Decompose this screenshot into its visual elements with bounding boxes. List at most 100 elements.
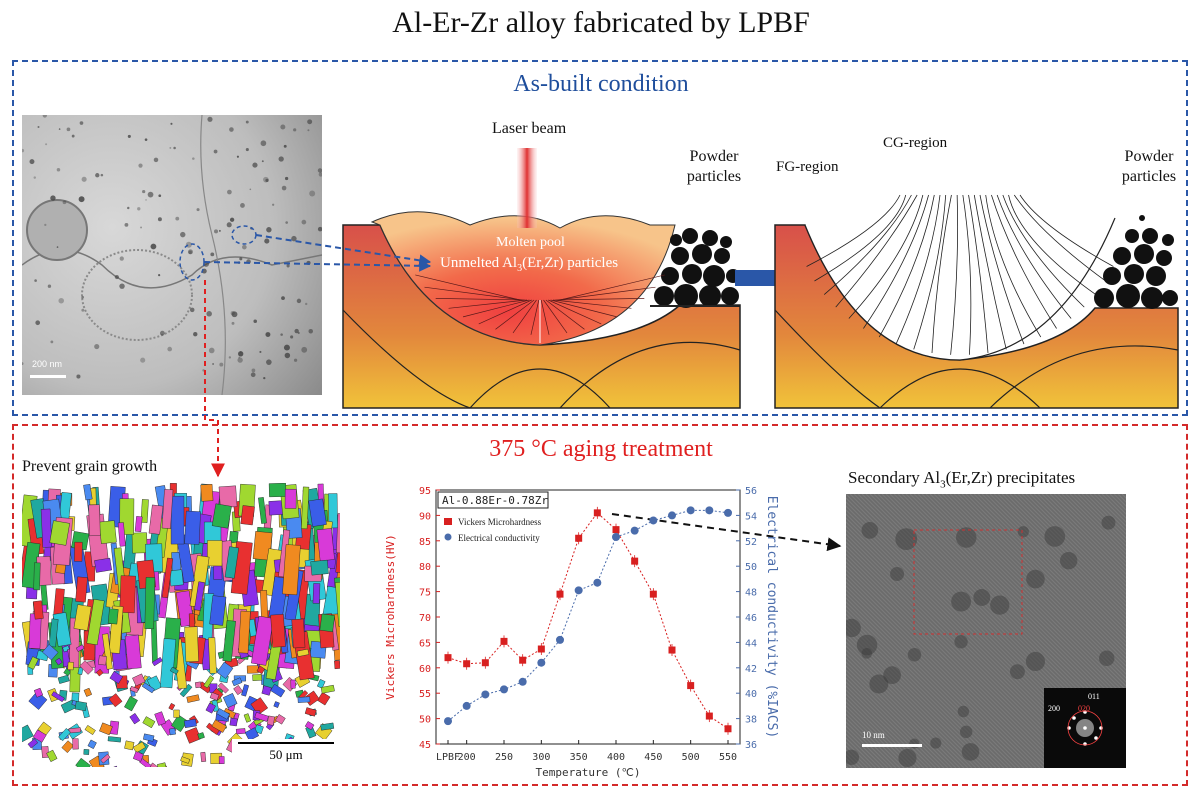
x-tick-label: 450 [644, 752, 662, 763]
hrtem-scale-label: 10 nm [862, 730, 885, 740]
hv-point [612, 526, 620, 534]
left-axis-label: Vickers Microhardness(HV) [384, 534, 397, 700]
fft-label-011: 011 [1088, 692, 1100, 701]
chart-title: Al-0.88Er-0.78Zr [442, 494, 548, 507]
melt-pool-schematic [342, 148, 741, 409]
powder-label-left: Powder particles [686, 148, 742, 185]
x-tick-label: 250 [495, 752, 513, 763]
hv-point [593, 509, 601, 517]
as-built-panel [12, 60, 1188, 416]
hardness-conductivity-chart: 45 50 55 60 65 70 75 80 85 90 95 36 38 40 42 44 46 48 50 52… [384, 486, 778, 779]
hv-point [705, 712, 713, 720]
chart-title-box [437, 491, 549, 509]
ec-point [444, 717, 452, 726]
left-tick-label: 80 [419, 562, 431, 573]
right-axis-label: Electrical conductivity (%IACS) [764, 496, 778, 739]
ebsd-scale-label: 50 μm [269, 747, 303, 762]
x-tick-label: 300 [532, 752, 550, 763]
left-tick-label: 45 [419, 740, 431, 751]
ec-point [556, 635, 564, 644]
right-tick-label: 48 [745, 588, 757, 599]
hv-point [519, 656, 527, 664]
hv-point [668, 646, 676, 654]
right-tick-label: 38 [745, 715, 757, 726]
right-tick-label: 42 [745, 664, 757, 675]
ec-point [462, 701, 471, 710]
hv-point [649, 590, 657, 598]
chart-frame [435, 489, 741, 745]
right-tick-label: 54 [745, 511, 757, 522]
ec-point [537, 658, 546, 667]
aging-heading: 375 °C aging treatment [489, 436, 713, 462]
unmelted-particles-label: Unmelted Al3(Er,Zr) particles [440, 255, 619, 274]
x-tick-label: 350 [570, 752, 588, 763]
left-tick-label: 85 [419, 537, 431, 548]
ec-point [518, 677, 527, 686]
right-tick-label: 52 [745, 537, 757, 548]
right-tick-label: 46 [745, 613, 757, 624]
ec-point [574, 586, 583, 595]
left-tick-label: 55 [419, 689, 431, 700]
left-tick-label: 75 [419, 588, 431, 599]
hv-point [724, 725, 732, 733]
hv-point [444, 654, 452, 662]
cg-region-label: CG-region [883, 135, 948, 151]
hv-point [631, 557, 639, 565]
fft-label-200: 200 [1048, 704, 1060, 713]
ec-point [630, 526, 639, 535]
left-tick-label: 70 [419, 613, 431, 624]
left-tick-label: 95 [419, 486, 431, 497]
ec-line [447, 509, 729, 722]
aging-panel [12, 424, 1188, 786]
left-tick-label: 65 [419, 638, 431, 649]
figure-title: Al-Er-Zr alloy fabricated by LPBF [392, 6, 810, 39]
legend-ec-label: Electrical conductivity [458, 533, 540, 543]
ec-point [724, 508, 732, 517]
x-tick-label: 500 [682, 752, 700, 763]
ec-point [686, 506, 695, 515]
powder-label-right: Powder particles [1121, 148, 1177, 185]
legend-hv-marker [444, 518, 452, 525]
left-tick-label: 60 [419, 664, 431, 675]
prevent-grain-growth-label: Prevent grain growth [22, 458, 158, 475]
ec-point [612, 532, 620, 541]
solidified-schematic [774, 194, 1179, 409]
legend-ec-marker [444, 533, 452, 541]
precipitates-label: Secondary Al3(Er,Zr) precipitates [848, 468, 1076, 491]
fft-label-020: 020 [1078, 704, 1090, 713]
x-tick-label: 550 [719, 752, 737, 763]
ec-point [705, 506, 714, 515]
laser-beam-label: Laser beam [492, 120, 567, 137]
tem-scale-label: 200 nm [32, 359, 63, 369]
as-built-heading: As-built condition [513, 71, 689, 97]
right-tick-label: 40 [745, 689, 757, 700]
molten-pool-label: Molten pool [496, 235, 565, 250]
ebsd-scale-box: 50 μm [232, 739, 340, 767]
hv-point [687, 682, 695, 690]
ebsd-map: 50 μm [22, 483, 340, 767]
hv-point [500, 637, 508, 645]
legend-hv-label: Vickers Microhardness [458, 517, 542, 527]
ec-point [481, 690, 490, 699]
right-tick-label: 44 [745, 638, 757, 649]
right-tick-label: 56 [745, 486, 757, 497]
hv-point [556, 590, 564, 598]
fft-inset: 200 020 011 [1044, 688, 1126, 768]
x-tick-label: 200 [458, 752, 476, 763]
x-tick-label: LPBF [436, 752, 460, 763]
x-axis-label: Temperature (℃) [535, 766, 640, 779]
tem-micrograph: 200 nm [22, 115, 322, 395]
hv-point [481, 659, 489, 667]
x-tick-label: 400 [607, 752, 625, 763]
fft-pattern [1067, 710, 1103, 746]
ec-point [593, 578, 602, 587]
hv-point [463, 660, 471, 668]
right-tick-label: 50 [745, 562, 757, 573]
ec-point [500, 685, 508, 694]
hv-point [537, 645, 545, 653]
ec-point [668, 511, 676, 520]
left-tick-label: 50 [419, 715, 431, 726]
laser-beam-shape [517, 148, 537, 228]
hv-point [575, 534, 583, 542]
